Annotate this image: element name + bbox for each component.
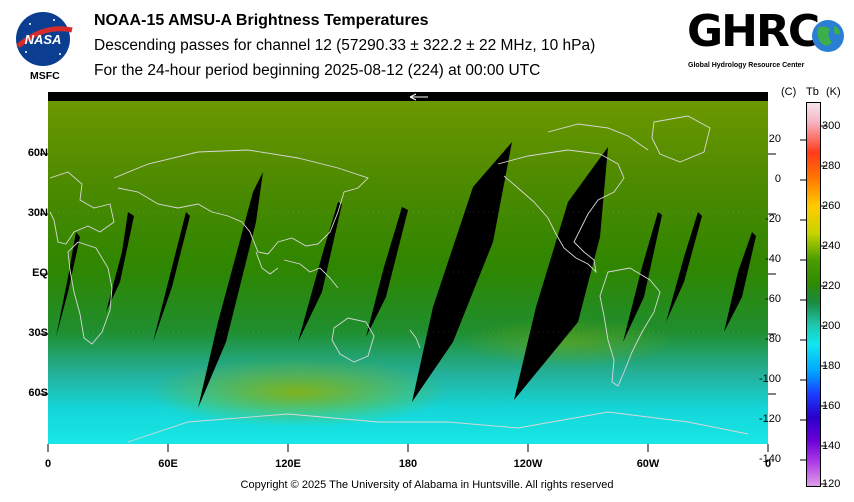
swath-gap — [298, 202, 342, 342]
map-ticks — [40, 153, 776, 452]
colorbar-tick-c: -20 — [765, 213, 781, 225]
colorbar-tick-c: -120 — [758, 413, 781, 425]
warm-anomaly-2 — [458, 317, 678, 367]
lat-label-60n: 60N — [27, 147, 48, 159]
msfc-label: MSFC — [30, 70, 60, 82]
colorbar-header-c: (C) — [781, 86, 797, 98]
colorbar — [806, 102, 821, 487]
colorbar-tick-k: 120 — [822, 478, 841, 490]
copyright-notice: Copyright © 2025 The University of Alaba… — [240, 479, 614, 491]
swath-gap — [724, 232, 756, 332]
lat-label-30s: 30S — [28, 327, 48, 339]
colorbar-header-tb: Tb — [806, 86, 819, 98]
colorbar-tick-c: -80 — [765, 333, 781, 345]
swath-gap — [106, 212, 134, 312]
lon-label-120e: 120E — [275, 458, 301, 470]
colorbar-tick-k: 160 — [822, 400, 841, 412]
warm-anomaly — [148, 357, 448, 427]
colorbar-tick-c: -140 — [758, 453, 781, 465]
swath-gap — [198, 172, 263, 408]
colorbar-tick-k: 140 — [822, 440, 841, 452]
globe-icon — [812, 20, 844, 52]
subtitle-period: For the 24-hour period beginning 2025-08… — [94, 62, 541, 79]
colorbar-tick-k: 180 — [822, 360, 841, 372]
colorbar-tick-c: 20 — [768, 133, 781, 145]
lon-label-120w: 120W — [513, 458, 543, 470]
nasa-logo-text: NASA — [25, 32, 62, 47]
swath-gap — [153, 212, 190, 342]
lon-label-60e: 60E — [158, 458, 178, 470]
brightness-temperature-map — [48, 92, 768, 444]
colorbar-tick-c: -100 — [758, 373, 781, 385]
swath-gap — [366, 207, 408, 337]
lat-label-30n: 30N — [27, 207, 48, 219]
colorbar-ticks — [800, 125, 827, 485]
swath-gap — [666, 212, 702, 322]
swath-gaps — [56, 142, 756, 408]
polar-gap-band — [48, 92, 768, 101]
swath-gap — [56, 232, 80, 337]
colorbar-tick-k: 260 — [822, 200, 841, 212]
colorbar-tick-k: 240 — [822, 240, 841, 252]
orbit-direction-arrow-icon — [409, 93, 428, 101]
coastlines — [49, 115, 749, 443]
swath-gap — [623, 212, 662, 342]
colorbar-tick-k: 300 — [822, 120, 841, 132]
nasa-logo: NASA — [16, 12, 73, 66]
swath-gap — [514, 147, 608, 400]
colorbar-tick-k: 200 — [822, 320, 841, 332]
colorbar-tick-c: -60 — [765, 293, 781, 305]
lon-label-0: 0 — [44, 458, 52, 470]
ghrc-subtitle: Global Hydrology Resource Center — [688, 62, 805, 69]
lat-label-eq: EQ — [32, 267, 48, 279]
page-title: NOAA-15 AMSU-A Brightness Temperatures — [94, 12, 429, 29]
colorbar-tick-c: -40 — [765, 253, 781, 265]
colorbar-tick-k: 220 — [822, 280, 841, 292]
lon-label-60w: 60W — [636, 458, 660, 470]
lat-label-60s: 60S — [28, 387, 48, 399]
ghrc-logo-text: GHRC — [687, 6, 820, 57]
graticule — [48, 151, 768, 393]
lon-label-180: 180 — [398, 458, 418, 470]
colorbar-tick-c: 0 — [774, 173, 781, 185]
colorbar-tick-k: 280 — [822, 160, 841, 172]
subtitle-channel: Descending passes for channel 12 (57290.… — [94, 37, 596, 54]
lon-label-0-right: 0 — [764, 458, 772, 470]
swath-gap — [412, 142, 512, 402]
colorbar-header-k: (K) — [826, 86, 841, 98]
